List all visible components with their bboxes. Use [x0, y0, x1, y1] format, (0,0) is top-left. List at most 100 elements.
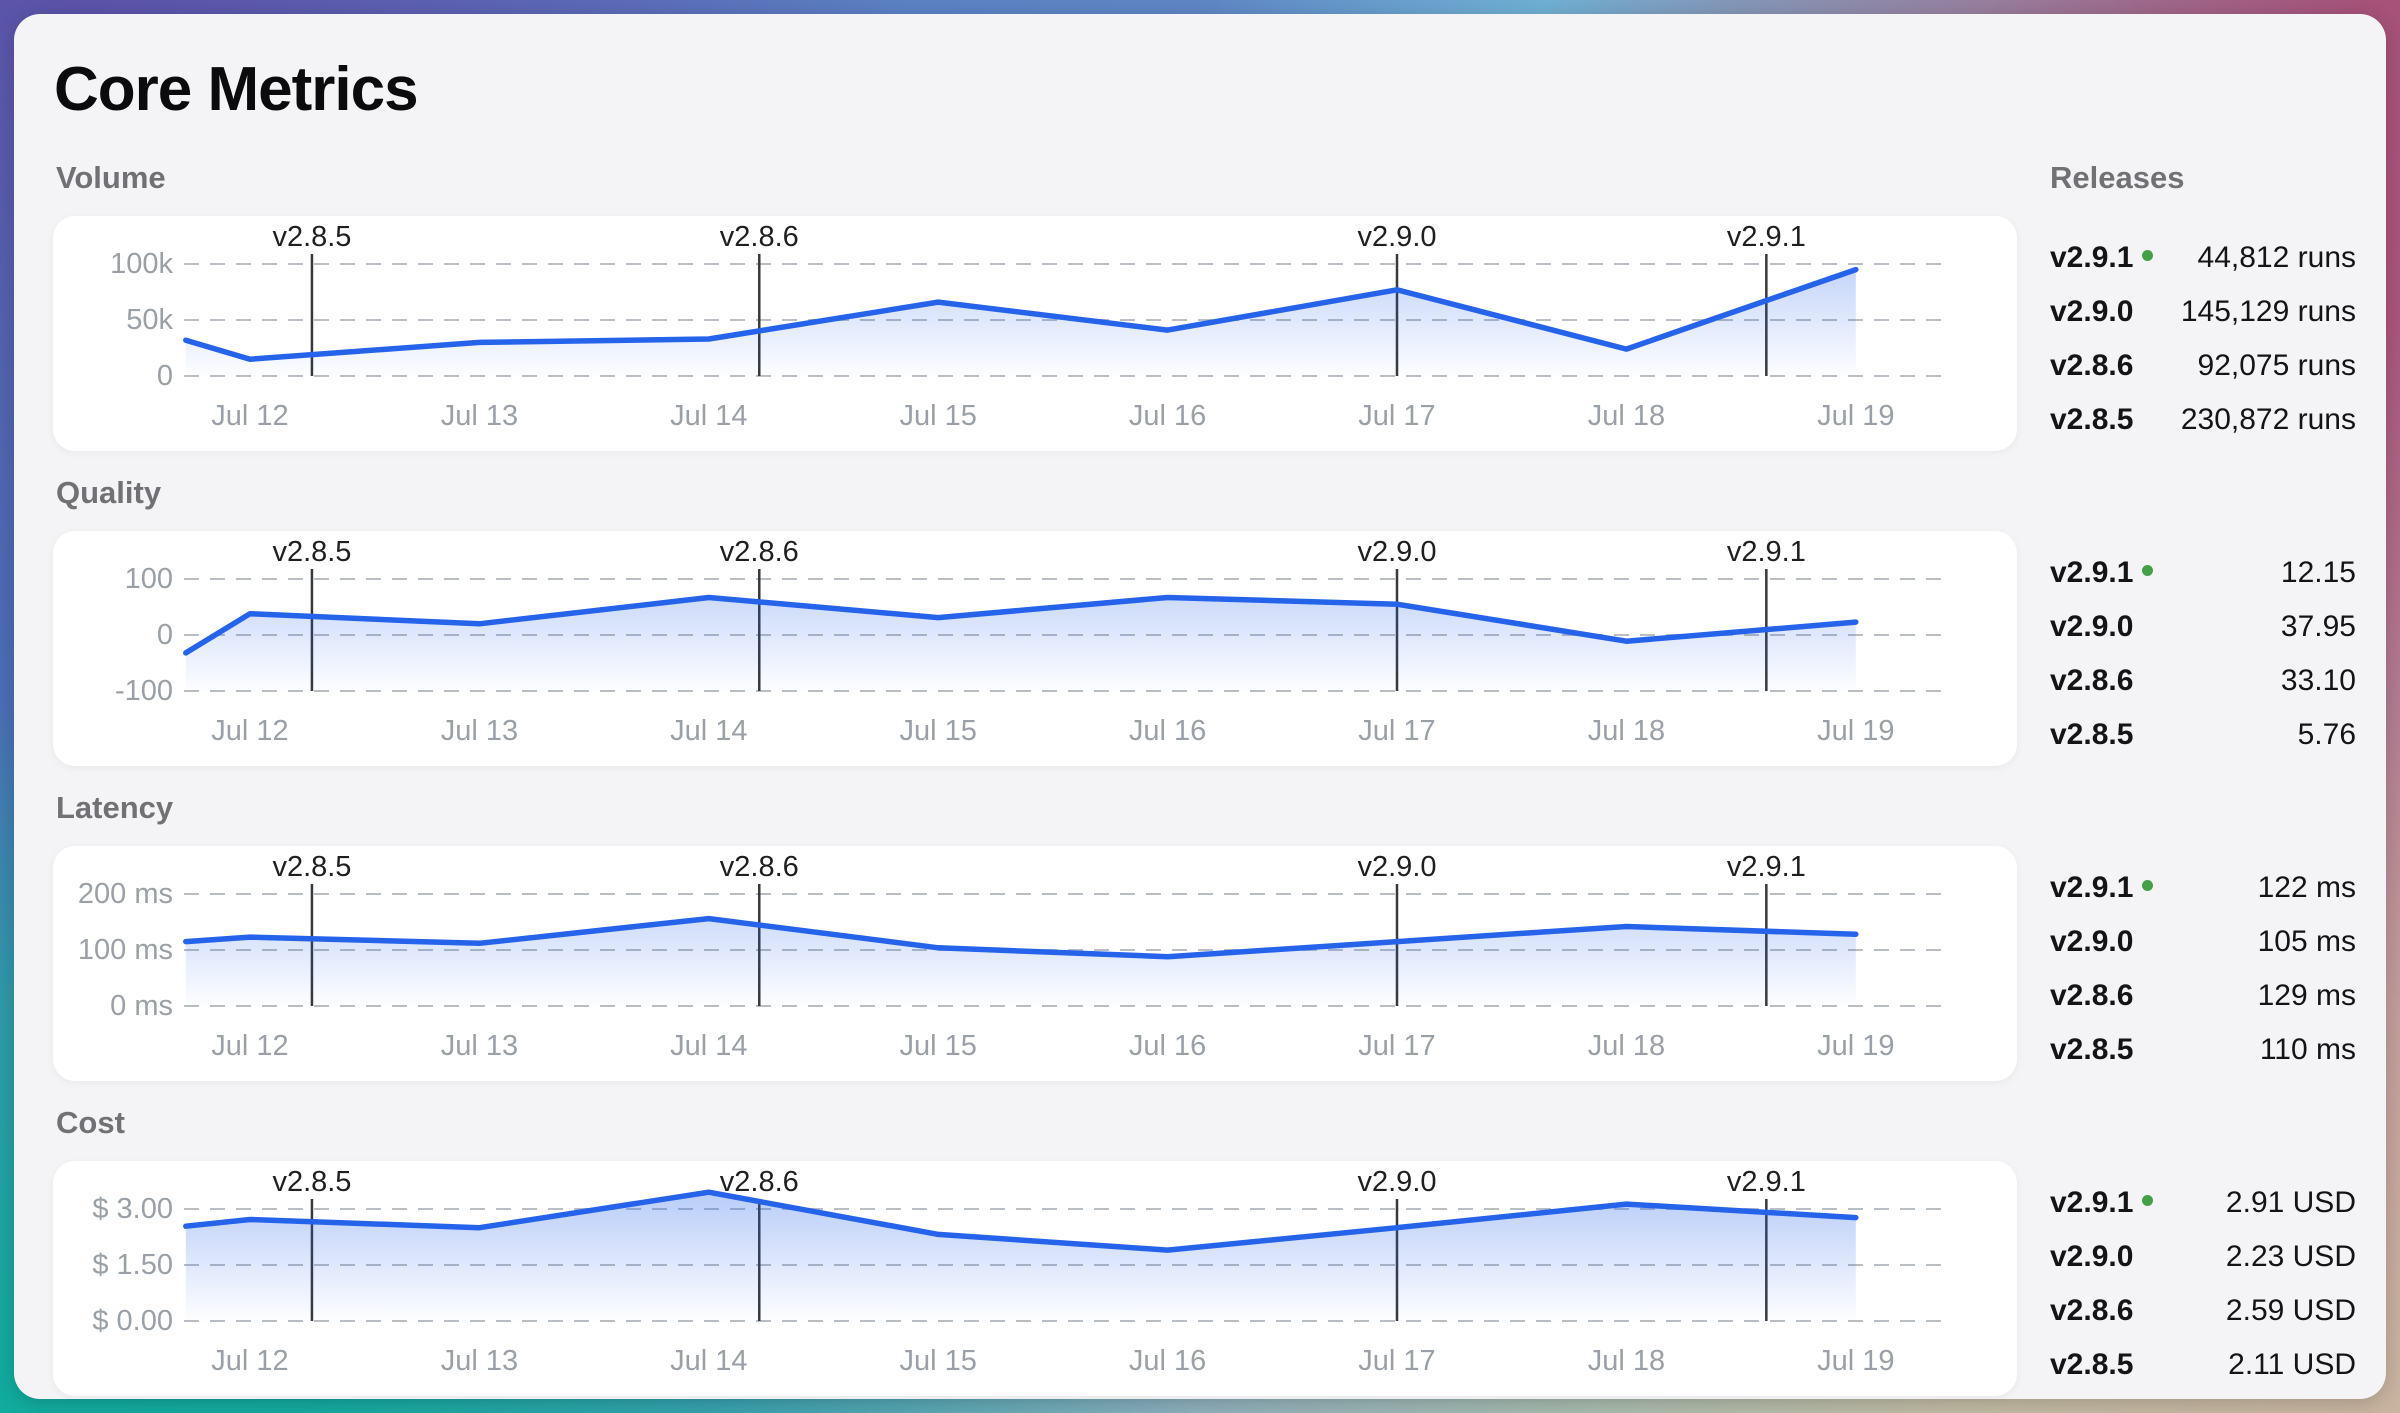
x-axis-tick: Jul 18: [1587, 1345, 1666, 1377]
page-title: Core Metrics: [54, 55, 419, 124]
line-series: [183, 266, 1859, 362]
x-axis-tick: Jul 17: [1358, 715, 1436, 747]
release-row: v2.8.6 2.59 USD: [2050, 1289, 2356, 1333]
release-value: 145,129 runs: [2180, 295, 2356, 328]
release-version: v2.9.1: [2050, 556, 2154, 590]
release-marker-label: v2.9.1: [1726, 536, 1806, 568]
release-version: v2.8.5: [2050, 403, 2134, 436]
release-marker-label: v2.8.5: [272, 221, 352, 253]
release-row: v2.8.6 92,075 runs: [2050, 344, 2356, 388]
release-marker-label: v2.9.0: [1357, 221, 1437, 253]
release-version: v2.8.6: [2050, 349, 2134, 382]
y-axis-tick: 0: [156, 360, 173, 392]
release-row: v2.9.1 122 ms: [2050, 866, 2356, 910]
chart-plot-volume[interactable]: [53, 216, 2017, 451]
x-axis-tick: Jul 18: [1587, 1030, 1666, 1062]
release-version: v2.9.0: [2050, 610, 2134, 643]
current-release-dot-icon: [2142, 249, 2154, 261]
chart-plot-quality[interactable]: [53, 531, 2017, 766]
release-version: v2.9.0: [2050, 925, 2134, 958]
x-axis-tick: Jul 12: [211, 1030, 289, 1062]
x-axis-tick: Jul 17: [1358, 1345, 1436, 1377]
metric-label-quality: Quality: [56, 475, 162, 510]
chart-plot-cost[interactable]: [53, 1161, 2017, 1396]
y-axis-tick: 0 ms: [110, 990, 173, 1022]
release-row: v2.8.5 110 ms: [2050, 1028, 2356, 1072]
release-row: v2.8.5 2.11 USD: [2050, 1343, 2356, 1387]
y-axis-tick: 200 ms: [77, 878, 173, 910]
x-axis-tick: Jul 15: [899, 1030, 977, 1062]
release-value: 5.76: [2297, 718, 2356, 751]
release-value: 230,872 runs: [2180, 403, 2356, 436]
x-axis-tick: Jul 15: [899, 400, 977, 432]
line-series: [183, 1189, 1859, 1253]
release-version: v2.9.1: [2050, 1186, 2154, 1220]
release-marker-label: v2.9.1: [1726, 851, 1806, 883]
x-axis-tick: Jul 14: [670, 715, 748, 747]
x-axis-tick: Jul 16: [1128, 1345, 1207, 1377]
release-row: v2.9.1 12.15: [2050, 551, 2356, 595]
metric-label-volume: Volume: [56, 160, 166, 195]
x-axis-tick: Jul 13: [440, 400, 519, 432]
x-axis-tick: Jul 18: [1587, 715, 1666, 747]
release-marker-label: v2.9.0: [1357, 1166, 1437, 1198]
chart-card-quality: 100 0 -100 Jul 12 Jul 13 Jul 14 Jul 15 Jul 16 Ju…: [53, 531, 2017, 766]
chart-card-cost: $ 3.00 $ 1.50 $ 0.00 Jul 12 Jul 13 Jul 14 Jul …: [53, 1161, 2017, 1396]
release-marker-label: v2.8.6: [719, 221, 799, 253]
release-value: 37.95: [2280, 610, 2356, 643]
release-version: v2.9.0: [2050, 295, 2134, 328]
metric-label-cost: Cost: [56, 1105, 125, 1140]
x-axis-tick: Jul 13: [440, 1345, 519, 1377]
release-value: 92,075 runs: [2197, 349, 2356, 382]
release-marker-label: v2.8.6: [719, 1166, 799, 1198]
x-axis-tick: Jul 18: [1587, 400, 1666, 432]
release-marker-label: v2.8.5: [272, 851, 352, 883]
release-row: v2.8.6 33.10: [2050, 659, 2356, 703]
y-axis-tick: $ 3.00: [92, 1193, 173, 1225]
release-marker-label: v2.8.5: [272, 536, 352, 568]
release-version: v2.9.1: [2050, 241, 2154, 275]
current-release-dot-icon: [2142, 1194, 2154, 1206]
release-row: v2.9.0 105 ms: [2050, 920, 2356, 964]
x-axis-tick: Jul 17: [1358, 1030, 1436, 1062]
release-marker-label: v2.9.0: [1357, 536, 1437, 568]
x-axis-tick: Jul 15: [899, 1345, 977, 1377]
chart-card-volume: 100k 50k 0 Jul 12 Jul 13 Jul 14 Jul 15 Jul 16 Ju…: [53, 216, 2017, 451]
y-axis-tick: -100: [114, 675, 173, 707]
chart-plot-latency[interactable]: [53, 846, 2017, 1081]
area-series: [185, 269, 1856, 376]
x-axis-tick: Jul 16: [1128, 715, 1207, 747]
y-axis-tick: 100: [124, 563, 173, 595]
y-axis-tick: 0: [156, 619, 173, 651]
dashboard-card: Core Metrics Releases Volume 100k 50k 0 Jul …: [14, 14, 2386, 1399]
x-axis-tick: Jul 17: [1358, 400, 1436, 432]
line-series: [183, 915, 1859, 960]
release-version: v2.8.5: [2050, 1033, 2134, 1066]
release-value: 2.91 USD: [2225, 1186, 2356, 1219]
x-axis-tick: Jul 14: [670, 1345, 748, 1377]
release-version: v2.9.1: [2050, 871, 2154, 905]
release-value: 2.11 USD: [2228, 1348, 2356, 1381]
x-axis-tick: Jul 19: [1817, 715, 1895, 747]
release-marker-label: v2.8.5: [272, 1166, 352, 1198]
x-axis-tick: Jul 19: [1817, 400, 1895, 432]
release-version: v2.8.6: [2050, 979, 2134, 1012]
release-value: 33.10: [2280, 664, 2356, 697]
area-series: [185, 1192, 1856, 1321]
y-axis-tick: $ 0.00: [92, 1305, 173, 1337]
release-version: v2.8.6: [2050, 1294, 2134, 1327]
x-axis-tick: Jul 12: [211, 715, 289, 747]
release-marker-label: v2.9.1: [1726, 1166, 1806, 1198]
area-series: [185, 597, 1856, 691]
y-axis-tick: 100k: [110, 248, 173, 280]
x-axis-tick: Jul 13: [440, 715, 519, 747]
y-axis-tick: 100 ms: [77, 934, 173, 966]
release-row: v2.9.0 37.95: [2050, 605, 2356, 649]
x-axis-tick: Jul 16: [1128, 400, 1207, 432]
release-marker-label: v2.9.0: [1357, 851, 1437, 883]
line-series: [183, 594, 1859, 656]
release-value: 44,812 runs: [2197, 241, 2356, 274]
release-version: v2.8.6: [2050, 664, 2134, 697]
metric-label-latency: Latency: [56, 790, 174, 825]
